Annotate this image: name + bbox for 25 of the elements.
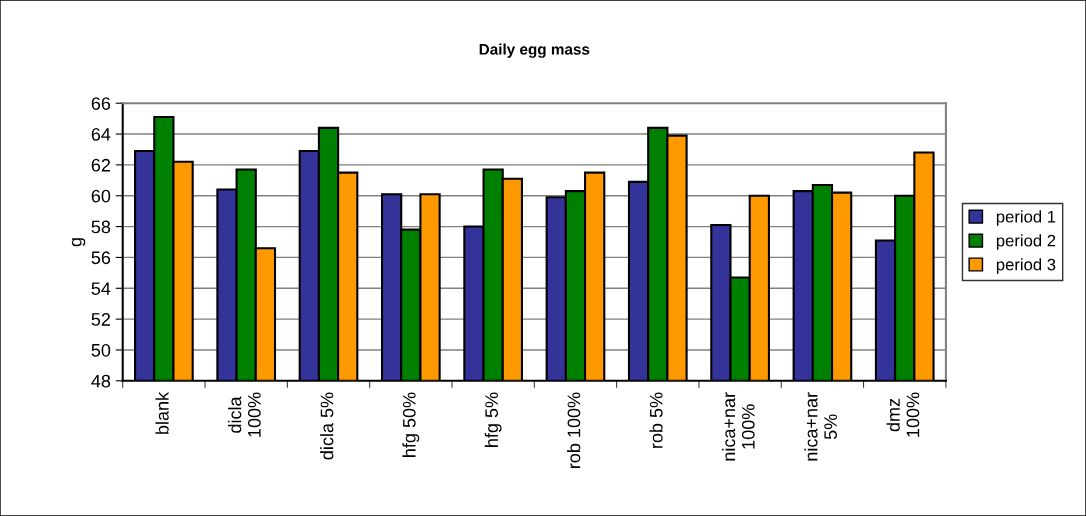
y-tick-label: 54 — [91, 282, 111, 295]
x-tick-label: dicla 100% — [228, 392, 261, 437]
legend-label: period 1 — [996, 210, 1056, 226]
x-tick-label: dmz 100% — [886, 392, 920, 437]
y-axis-title: g — [71, 238, 86, 247]
chart-title: Daily egg mass — [479, 43, 590, 58]
y-tick-label: 58 — [91, 220, 111, 234]
y-tick-label: 62 — [91, 158, 111, 172]
y-tick-label: 66 — [91, 97, 111, 110]
x-tick-label: rob 100% — [567, 392, 581, 469]
y-tick-label: 64 — [91, 127, 111, 141]
y-tick-label: 48 — [91, 374, 111, 388]
y-tick-label: 60 — [91, 189, 111, 203]
legend-label: period 3 — [996, 258, 1056, 274]
x-tick-label: rob 5% — [649, 392, 663, 448]
x-tick-label: hfg 50% — [402, 392, 420, 457]
legend-label: period 2 — [996, 234, 1056, 250]
x-tick-label: blank — [155, 391, 169, 434]
y-tick-label: 52 — [91, 313, 111, 326]
y-tick-label: 50 — [91, 343, 111, 357]
x-tick-label: hfg 5% — [484, 392, 502, 447]
x-tick-label: nica+nar 5% — [804, 392, 837, 461]
x-tick-label: dicla 5% — [320, 392, 334, 460]
x-tick-label: nica+nar 100% — [721, 392, 755, 461]
y-tick-label: 56 — [91, 251, 111, 265]
